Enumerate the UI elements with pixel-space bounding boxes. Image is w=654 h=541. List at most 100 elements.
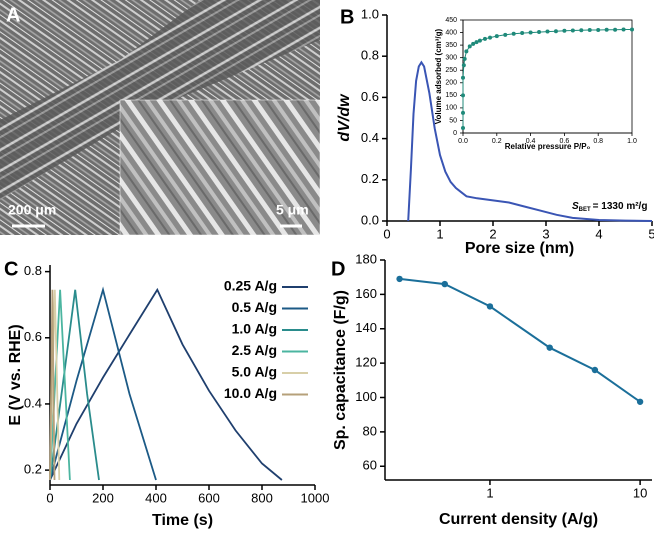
y-tick-label: 60	[363, 458, 377, 473]
data-point	[471, 41, 476, 46]
data-point	[546, 344, 553, 351]
y-tick-label: 180	[355, 251, 377, 266]
x-tick-label: 2	[489, 226, 496, 241]
legend-label: 1.0 A/g	[232, 321, 277, 337]
data-point	[528, 30, 533, 35]
x-tick-label: 400	[145, 490, 167, 505]
y-tick-label: 160	[355, 286, 377, 301]
y-tick-label: 120	[355, 355, 377, 370]
data-point	[461, 75, 465, 80]
y-axis-label: Volume adsorbed (cm³/g)	[434, 28, 443, 124]
x-axis-label: Time (s)	[152, 512, 213, 529]
data-point	[482, 36, 487, 41]
y-axis-label: E (V vs. RHE)	[7, 324, 24, 425]
annotation-subscript: BET	[579, 207, 591, 213]
annotation-symbol: S	[572, 201, 579, 212]
y-tick-label: 350	[445, 42, 457, 49]
data-point	[461, 63, 466, 68]
legend-label: 0.5 A/g	[232, 299, 277, 315]
x-tick-label: 1	[486, 485, 493, 500]
data-point	[591, 366, 599, 374]
x-tick-label: 1.0	[627, 138, 637, 145]
data-point	[461, 93, 465, 98]
y-tick-label: 100	[445, 105, 457, 112]
x-tick-label: 200	[92, 490, 114, 505]
y-tick-label: 0.6	[24, 329, 42, 344]
panel-label: D	[331, 258, 345, 280]
panel-label: C	[4, 258, 18, 280]
chart: 0.0 0.2 0.4 0.6 0.8 1.0 0 50 100 150 200 250 300 350 4…	[434, 17, 637, 151]
data-point	[503, 32, 508, 37]
x-tick-label: 5	[648, 226, 654, 241]
x-axis-label: Pore size (nm)	[465, 240, 574, 257]
data-point	[579, 28, 584, 33]
y-tick-label: 50	[449, 117, 457, 124]
data-point	[604, 27, 609, 32]
x-tick-label: 0	[46, 490, 53, 505]
data-point	[520, 31, 525, 36]
x-tick-label: 0.6	[560, 138, 570, 145]
y-tick-label: 400	[445, 29, 457, 36]
y-tick-label: 450	[445, 17, 457, 24]
x-tick-label: 1000	[301, 490, 330, 505]
legend-label: 2.5 A/g	[232, 342, 277, 358]
x-tick-label: 1	[436, 226, 443, 241]
scale-label: 5 μm	[276, 202, 309, 218]
x-tick-label: 0.0	[458, 138, 468, 145]
data-point	[462, 56, 467, 61]
chart: 0 1 2 3 4 5 0.0 0.2 0.4 0.6 0.8 1.0 Pore size (nm) dV…	[336, 6, 654, 257]
data-point	[562, 28, 567, 33]
data-point	[464, 49, 469, 54]
sem-image: A 200 μm 5 μm	[0, 0, 321, 236]
y-tick-label: 0.2	[24, 462, 42, 477]
data-line	[49, 289, 56, 481]
y-axis-label: Sp. capacitance (F/g)	[332, 290, 349, 450]
data-point	[461, 125, 465, 130]
panel-label: B	[340, 6, 354, 28]
y-tick-label: 250	[445, 67, 457, 74]
chart: 0 200 400 600 800 1000 0.2 0.4 0.6 0.8 Time (s) E (…	[4, 258, 329, 529]
data-point	[488, 35, 493, 40]
y-tick-label: 200	[445, 80, 457, 87]
data-point	[537, 30, 542, 35]
legend-label: 10.0 A/g	[224, 385, 277, 401]
y-tick-label: 0.2	[361, 171, 379, 186]
data-point	[630, 27, 634, 32]
sem-inset	[119, 99, 321, 236]
data-line	[49, 286, 157, 481]
data-point	[621, 27, 626, 32]
chart: 1 10 60 80 100 120 140 160 180 Current density (A…	[331, 251, 652, 528]
x-tick-label: 0.8	[593, 138, 603, 145]
data-point	[477, 38, 482, 43]
data-point	[441, 280, 448, 288]
data-point	[396, 275, 403, 283]
x-tick-label: 0	[383, 226, 390, 241]
x-tick-label: 800	[251, 490, 273, 505]
y-tick-label: 0.4	[24, 395, 42, 410]
data-point	[636, 398, 644, 405]
panel-label: A	[6, 4, 20, 26]
y-tick-label: 0.8	[361, 48, 379, 63]
y-tick-label: 1.0	[361, 6, 379, 21]
data-line	[49, 289, 100, 481]
data-point	[587, 28, 592, 33]
data-line	[49, 287, 283, 481]
y-axis-label: dV/dw	[336, 93, 353, 142]
x-axis-label: Relative pressure P/P₀	[505, 142, 591, 151]
y-tick-label: 0	[453, 130, 457, 137]
scale-label: 200 μm	[8, 202, 56, 218]
legend-label: 0.25 A/g	[224, 278, 277, 294]
data-point	[570, 28, 575, 33]
data-line	[407, 60, 653, 222]
y-tick-label: 80	[363, 423, 377, 438]
x-tick-label: 600	[198, 490, 220, 505]
data-point	[486, 303, 494, 310]
x-tick-label: 0.2	[492, 138, 502, 145]
data-point	[467, 44, 472, 49]
data-point	[511, 31, 516, 36]
x-tick-label: 0.4	[526, 138, 536, 145]
data-point	[494, 34, 499, 39]
x-axis-label: Current density (A/g)	[439, 511, 598, 528]
y-tick-label: 300	[445, 55, 457, 62]
y-tick-label: 150	[445, 92, 457, 99]
